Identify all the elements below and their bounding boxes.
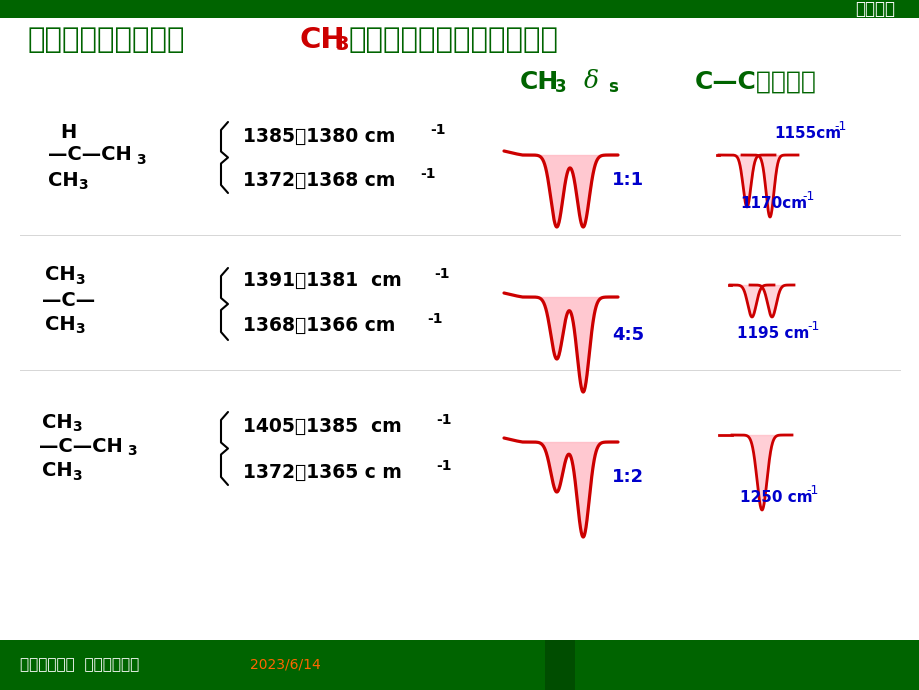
Text: 3: 3 [72,420,82,434]
Text: 由于支链的引入，使: 由于支链的引入，使 [28,26,186,54]
Text: —C—: —C— [42,290,95,310]
Text: CH: CH [519,70,559,94]
Text: -1: -1 [805,484,818,497]
Text: 1170cm: 1170cm [739,195,806,210]
Text: —C—CH: —C—CH [48,146,131,164]
Text: CH: CH [42,462,73,480]
Text: 1391～1381  cm: 1391～1381 cm [243,270,402,290]
Polygon shape [0,640,919,690]
Text: C—C骨架振动: C—C骨架振动 [694,70,816,94]
Text: -1: -1 [420,167,435,181]
Text: -1: -1 [801,190,813,204]
Text: 大连理工大学  国家精品课程: 大连理工大学 国家精品课程 [20,658,139,673]
Text: 的对称变形振动发生变化。: 的对称变形振动发生变化。 [348,26,559,54]
Text: 3: 3 [75,273,85,287]
Text: 1385～1380 cm: 1385～1380 cm [243,126,395,146]
Text: 3: 3 [554,78,566,96]
Text: CH: CH [45,315,75,333]
Text: 1368～1366 cm: 1368～1366 cm [243,315,395,335]
Text: 3: 3 [335,34,349,54]
Text: —C—CH: —C—CH [39,437,122,455]
Text: CH: CH [42,413,73,431]
Text: δ: δ [567,70,598,94]
Text: -1: -1 [806,320,819,333]
Text: -1: -1 [436,413,451,427]
Text: 1195 cm: 1195 cm [736,326,809,340]
Text: s: s [607,78,618,96]
Text: 1372～1368 cm: 1372～1368 cm [243,170,395,190]
Text: 4:5: 4:5 [611,326,643,344]
Text: 1372～1365 c m: 1372～1365 c m [243,462,402,482]
Text: 3: 3 [127,444,137,458]
Polygon shape [0,0,919,18]
Text: CH: CH [45,266,75,284]
Text: 1405～1385  cm: 1405～1385 cm [243,417,402,435]
Text: 3: 3 [136,153,145,167]
Text: 1250 cm: 1250 cm [739,489,811,504]
Text: H: H [60,123,76,141]
Text: 1155cm: 1155cm [773,126,840,141]
Text: -1: -1 [834,121,845,133]
Text: -1: -1 [434,267,449,281]
Text: CH: CH [300,26,346,54]
Text: 仪器分析: 仪器分析 [854,0,894,18]
Text: 3: 3 [78,178,87,192]
Text: 1:2: 1:2 [611,468,643,486]
Text: 3: 3 [75,322,85,336]
Text: -1: -1 [429,123,445,137]
Text: 1:1: 1:1 [611,171,643,189]
Text: -1: -1 [426,312,442,326]
Text: 3: 3 [72,469,82,483]
Text: CH: CH [48,170,78,190]
Polygon shape [544,640,574,690]
Text: -1: -1 [436,459,451,473]
Text: 2023/6/14: 2023/6/14 [250,658,321,672]
